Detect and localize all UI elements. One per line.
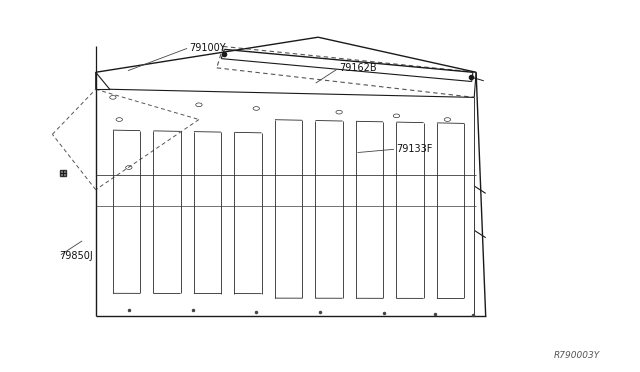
Text: 79162B: 79162B — [339, 63, 377, 73]
Text: 79100Y: 79100Y — [189, 42, 226, 52]
Text: 79850J: 79850J — [59, 251, 93, 261]
Text: R790003Y: R790003Y — [554, 350, 600, 360]
Text: 79133F: 79133F — [396, 144, 433, 154]
